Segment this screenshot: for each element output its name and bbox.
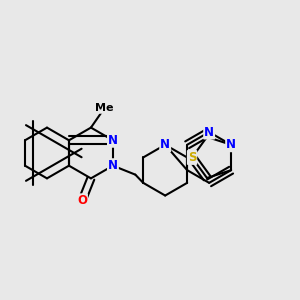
Text: N: N — [226, 138, 236, 151]
Text: N: N — [108, 134, 118, 147]
Text: O: O — [77, 194, 87, 207]
Text: N: N — [108, 159, 118, 172]
Text: N: N — [204, 126, 214, 139]
Text: S: S — [188, 151, 196, 164]
Text: N: N — [160, 138, 170, 151]
Text: Me: Me — [95, 103, 114, 113]
